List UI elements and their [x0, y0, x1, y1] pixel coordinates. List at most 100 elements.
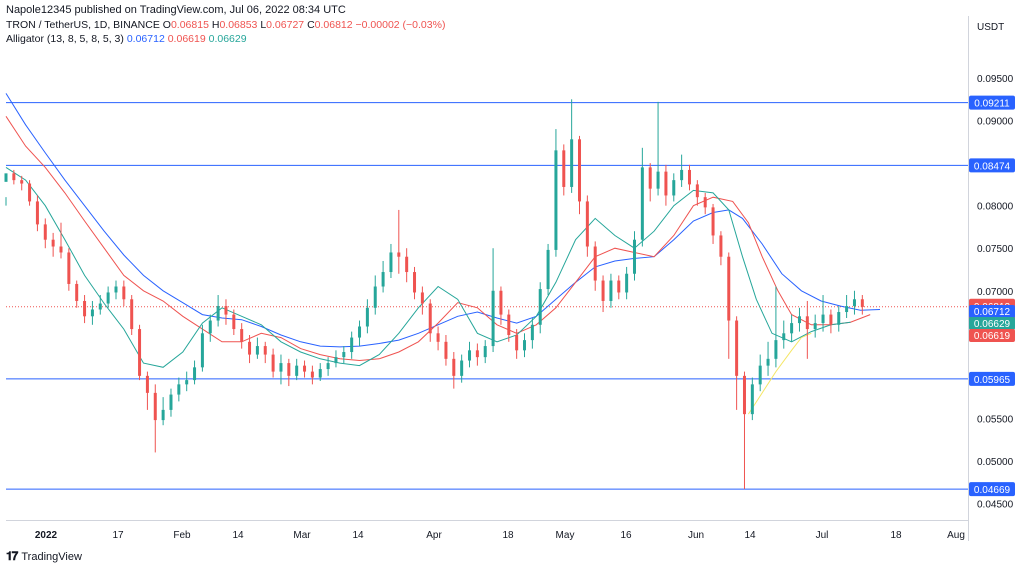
candle-body — [83, 300, 87, 317]
candle-body — [601, 280, 605, 301]
level-price-tag — [969, 95, 1015, 110]
indicator-legend: Alligator (13, 8, 5, 8, 5, 3) 0.06712 0.… — [6, 33, 247, 45]
candle-body — [538, 289, 542, 325]
x-tick-label: 18 — [502, 530, 514, 541]
indicator-name: Alligator (13, 8, 5, 8, 5, 3) — [6, 33, 124, 45]
alligator-line — [5, 116, 871, 362]
indicator-price-tag — [969, 317, 1015, 330]
candle-body — [711, 207, 715, 236]
candle-body — [413, 272, 417, 293]
candle-body — [625, 273, 629, 293]
x-tick-label: 16 — [620, 530, 632, 541]
candle-body — [381, 272, 385, 287]
ohlc-high: 0.06853 — [219, 19, 258, 31]
candle-body — [852, 299, 856, 307]
candle-body — [287, 363, 291, 376]
candle-body — [570, 139, 574, 187]
candle-body — [122, 286, 126, 300]
indicator-price-label: 0.06712 — [974, 307, 1011, 318]
symbol-name: TRON / TetherUS, 1D, BINANCE — [6, 19, 160, 31]
candle-body — [20, 180, 24, 184]
alligator-line — [5, 93, 881, 348]
level-price-label: 0.05965 — [974, 375, 1011, 386]
candle-body — [310, 371, 314, 378]
candle-body — [727, 256, 731, 321]
candle-body — [585, 201, 589, 247]
candle-body — [318, 369, 322, 378]
candle-body — [240, 329, 244, 342]
candle-body — [735, 320, 739, 376]
ohlc-close: 0.06812 — [314, 19, 353, 31]
candle-body — [664, 171, 668, 196]
candle-body — [774, 340, 778, 359]
candle-body — [766, 358, 770, 366]
candle-body — [805, 316, 809, 330]
candle-body — [680, 169, 684, 181]
x-tick-label: 2022 — [35, 530, 58, 541]
y-tick-label: 0.09000 — [977, 117, 1014, 128]
candle-body — [703, 197, 707, 208]
candle-body — [342, 352, 346, 358]
candle-body — [813, 323, 817, 330]
candle-body — [200, 333, 204, 368]
lips-value: 0.06629 — [208, 33, 247, 45]
candle-body — [98, 303, 102, 310]
x-tick-label: Jun — [688, 530, 704, 541]
level-price-tag — [969, 482, 1015, 497]
candle-body — [436, 333, 440, 342]
candle-body — [609, 280, 613, 301]
candle-body — [216, 306, 220, 321]
y-tick-label: 0.08000 — [977, 202, 1014, 213]
symbol-legend: TRON / TetherUS, 1D, BINANCE O0.06815 H0… — [6, 19, 445, 31]
candle-body — [491, 290, 495, 347]
x-tick-label: 14 — [232, 530, 244, 541]
candle-body — [460, 360, 464, 376]
candle-body — [208, 320, 212, 334]
x-tick-label: 14 — [744, 530, 756, 541]
candle-body — [248, 341, 252, 355]
candle-body — [373, 286, 377, 308]
candle-body — [177, 384, 181, 395]
candle-body — [742, 375, 746, 415]
y-tick-label: 0.05000 — [977, 457, 1014, 468]
indicator-price-tag — [969, 329, 1015, 342]
x-tick-label: 18 — [890, 530, 902, 541]
x-tick-label: May — [556, 530, 575, 541]
x-tick-label: Mar — [293, 530, 311, 541]
ohlc-change: −0.00002 (−0.03%) — [355, 19, 446, 31]
candle-body — [617, 280, 621, 293]
candle-body — [782, 333, 786, 341]
alligator-line — [5, 166, 851, 368]
candle-body — [719, 235, 723, 257]
candle-body — [578, 139, 582, 202]
time-axis-border — [6, 520, 968, 521]
indicator-price-label: 0.06629 — [974, 319, 1011, 330]
candle-body — [397, 252, 401, 257]
candle-body — [499, 290, 503, 315]
tradingview-brand[interactable]: 𝟏𝟕 TradingView — [6, 549, 82, 564]
y-tick-label: 0.07500 — [977, 244, 1014, 255]
ohlc-h-label: H — [211, 19, 220, 31]
candle-body — [405, 256, 409, 273]
y-tick-label: 0.05500 — [977, 414, 1014, 425]
brand-name: TradingView — [21, 550, 82, 563]
x-tick-label: Jul — [816, 530, 829, 541]
level-price-label: 0.08474 — [974, 161, 1011, 172]
candle-body — [821, 314, 825, 324]
candle-body — [28, 183, 32, 202]
candle-body — [279, 363, 283, 372]
candle-body — [232, 314, 236, 330]
candle-body — [530, 324, 534, 341]
candle-body — [138, 329, 142, 376]
candle-body — [797, 316, 801, 324]
x-tick-label: 17 — [112, 530, 124, 541]
jaw-value: 0.06712 — [126, 33, 165, 45]
candle-body — [444, 341, 448, 359]
candle-body — [51, 239, 55, 247]
ohlc-o-label: O — [162, 19, 171, 31]
candle-body — [67, 252, 71, 284]
candle-body — [452, 358, 456, 376]
y-tick-label: 0.07000 — [977, 287, 1014, 298]
candle-body — [507, 314, 511, 336]
